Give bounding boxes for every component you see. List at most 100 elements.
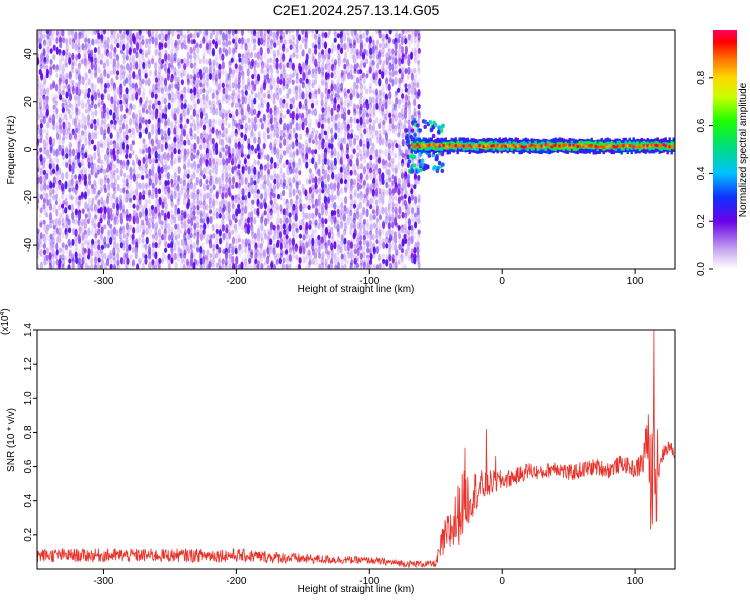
noise-cell: [62, 37, 66, 44]
noise-cell: [167, 41, 171, 50]
noise-cell: [227, 30, 232, 35]
noise-cell: [109, 263, 113, 269]
noise-cell: [215, 148, 219, 155]
noise-cell: [99, 206, 103, 214]
noise-cell: [199, 263, 203, 269]
noise-cell: [119, 114, 124, 122]
noise-cell: [125, 43, 129, 50]
noise-cell: [371, 133, 376, 140]
noise-cell: [148, 104, 152, 111]
noise-cell: [38, 78, 43, 87]
signal-cell: [412, 154, 417, 159]
noise-cell: [166, 157, 170, 163]
noise-cell: [377, 51, 382, 60]
noise-cell: [70, 104, 74, 110]
noise-cell: [183, 34, 187, 40]
noise-cell: [97, 46, 101, 55]
noise-cell: [67, 264, 71, 269]
noise-cell: [308, 224, 312, 230]
noise-cell: [102, 168, 106, 175]
noise-cell: [187, 139, 191, 146]
noise-cell: [96, 130, 100, 136]
noise-cell: [132, 131, 136, 141]
noise-cell: [404, 67, 408, 75]
noise-cell: [80, 32, 85, 39]
noise-cell: [256, 263, 260, 269]
noise-cell: [189, 88, 193, 94]
noise-cell: [150, 193, 155, 200]
signal-cell: [432, 166, 436, 171]
noise-cell: [342, 32, 347, 42]
noise-cell: [115, 203, 120, 211]
noise-cell: [209, 234, 213, 240]
noise-cell: [37, 113, 40, 121]
noise-cell: [55, 258, 59, 266]
noise-cell: [400, 258, 405, 264]
noise-cell: [276, 181, 280, 190]
noise-cell: [37, 263, 40, 269]
noise-cell: [138, 102, 143, 108]
noise-cell: [311, 109, 315, 116]
noise-cell: [346, 127, 350, 134]
noise-cell: [119, 99, 123, 105]
noise-cell: [314, 130, 319, 135]
noise-cell: [39, 106, 43, 115]
noise-cell: [186, 173, 190, 179]
noise-cell: [52, 64, 56, 70]
noise-cell: [141, 67, 145, 75]
noise-cell: [52, 124, 56, 131]
noise-cell: [250, 203, 255, 209]
noise-cell: [400, 122, 404, 130]
noise-cell: [115, 168, 119, 174]
noise-cell: [374, 199, 379, 206]
noise-cell: [99, 159, 104, 165]
noise-cell: [279, 37, 283, 44]
noise-cell: [87, 161, 91, 169]
noise-cell: [103, 117, 107, 125]
noise-cell: [138, 164, 142, 171]
noise-cell: [272, 92, 277, 100]
noise-cell: [368, 230, 373, 236]
noise-cell: [115, 113, 119, 121]
noise-cell: [404, 212, 408, 219]
noise-cell: [100, 93, 104, 101]
noise-cell: [115, 196, 119, 206]
noise-cell: [51, 163, 56, 170]
noise-cell: [141, 117, 145, 124]
noise-cell: [87, 197, 91, 205]
noise-cell: [62, 111, 66, 119]
noise-cell: [331, 171, 335, 180]
noise-cell: [221, 61, 225, 70]
noise-cell: [110, 77, 114, 86]
noise-cell: [147, 30, 151, 38]
noise-cell: [397, 259, 401, 265]
noise-cell: [154, 61, 158, 70]
noise-cell: [106, 218, 111, 227]
noise-cell: [166, 171, 171, 180]
noise-cell: [39, 207, 43, 214]
noise-cell: [77, 199, 82, 206]
noise-cell: [171, 30, 175, 37]
noise-cell: [103, 41, 107, 49]
noise-cell: [142, 61, 146, 70]
noise-cell: [407, 218, 412, 227]
noise-cell: [75, 86, 79, 96]
noise-cell: [349, 116, 353, 124]
noise-cell: [154, 251, 158, 260]
noise-cell: [330, 83, 334, 92]
noise-cell: [68, 242, 73, 249]
noise-cell: [102, 72, 106, 80]
noise-cell: [362, 252, 366, 259]
noise-cell: [52, 194, 56, 201]
noise-cell: [266, 58, 270, 65]
noise-cell: [228, 137, 232, 144]
noise-cell: [55, 131, 60, 140]
noise-cell: [375, 136, 380, 144]
noise-cell: [417, 233, 421, 239]
noise-cell: [240, 89, 245, 95]
noise-cell: [49, 121, 53, 130]
noise-cell: [250, 131, 254, 140]
noise-cell: [387, 98, 392, 106]
noise-cell: [128, 78, 132, 87]
noise-cell: [292, 161, 296, 169]
